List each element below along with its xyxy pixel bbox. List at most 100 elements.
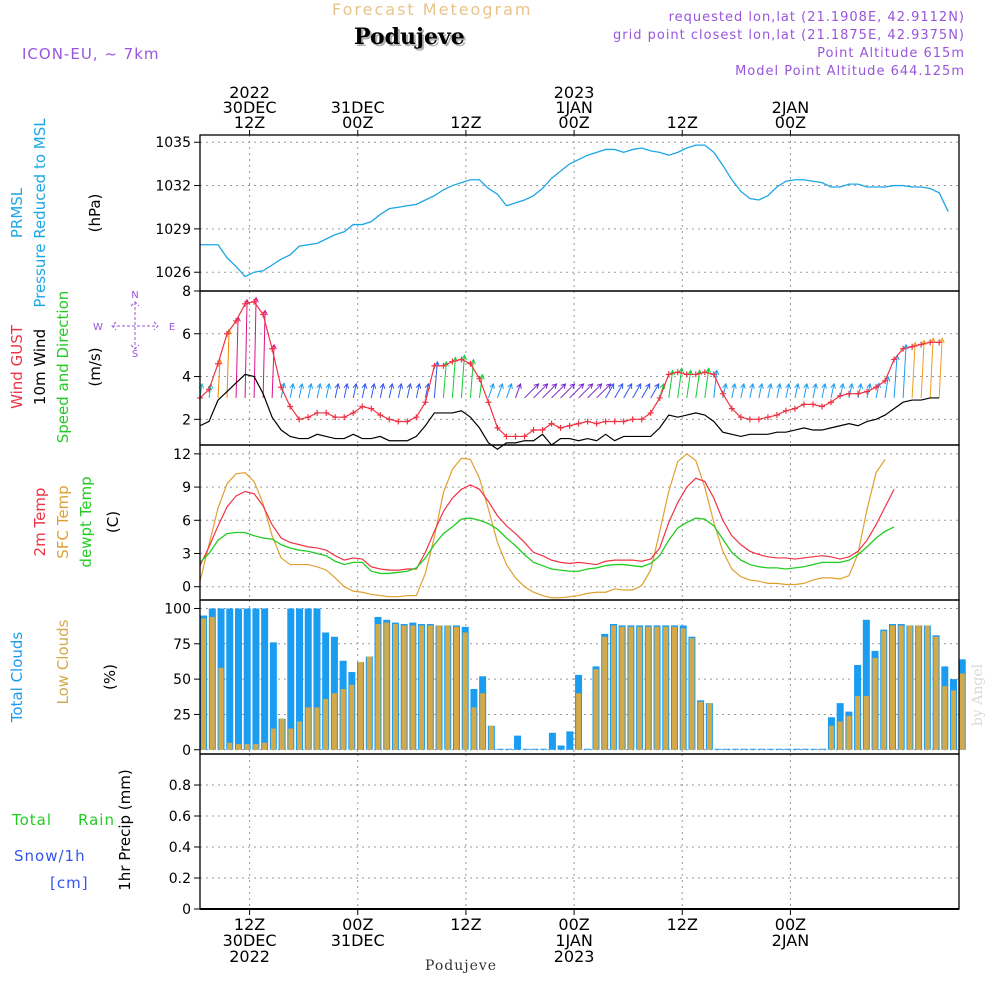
wind-arrow-head <box>280 382 287 389</box>
bottom-time-label: 31DEC <box>331 931 385 950</box>
wind-arrow-head <box>434 360 440 367</box>
wind-arrow-shaft <box>596 383 611 399</box>
pressure-label-msl: Pressure Reduced to MSL <box>31 118 49 308</box>
gust-point <box>782 407 789 414</box>
wind-arrow-shaft <box>569 383 584 399</box>
total-cloud-bar <box>819 748 827 750</box>
wind-arrow-head <box>821 382 827 389</box>
temp-sfc-label: SFC Temp <box>54 485 72 558</box>
wind-unit-label: (m/s) <box>86 347 104 386</box>
gust-point <box>296 416 303 423</box>
low-cloud-bar <box>855 696 861 750</box>
wind-arrow-shaft <box>424 383 429 399</box>
wind-arrow-head <box>479 373 485 380</box>
wind-arrow-head <box>461 354 467 361</box>
wind-arrow-head <box>875 382 882 389</box>
gust-point <box>377 412 384 419</box>
compass-s-label: S <box>132 349 138 360</box>
pressure-tick-label: 1032 <box>155 179 191 195</box>
low-cloud-bar <box>323 698 329 750</box>
bottom-time-label: 1JAN <box>555 931 593 950</box>
wind-arrow-head <box>470 358 476 365</box>
low-cloud-bar <box>314 707 320 750</box>
compass-e-label: E <box>169 322 175 333</box>
low-cloud-bar <box>331 693 337 750</box>
gust-point <box>891 356 898 363</box>
gust-point <box>710 371 717 378</box>
wind-arrow-head <box>776 382 782 389</box>
wind-arrow-head <box>325 382 332 389</box>
temp-tick-label: 9 <box>182 480 191 496</box>
wind-arrow-shaft <box>415 383 420 399</box>
gust-point <box>359 403 366 410</box>
wind-arrow-shaft <box>623 383 633 399</box>
gust-point <box>431 362 438 369</box>
wind-arrow-shaft <box>929 338 934 398</box>
wind-arrow-head <box>687 369 693 376</box>
low-cloud-bar <box>427 625 433 750</box>
gust-point <box>269 345 276 352</box>
wind-arrow-shaft <box>370 383 375 399</box>
total-cloud-bar <box>740 748 748 750</box>
wind-arrow-head <box>406 382 413 389</box>
gust-point <box>936 339 943 346</box>
low-cloud-bar <box>645 626 651 750</box>
gust-point <box>566 422 573 429</box>
total-cloud-bar <box>540 748 548 750</box>
wind-arrow-shaft <box>605 383 615 399</box>
low-cloud-bar <box>419 625 425 750</box>
low-cloud-bar <box>244 744 250 750</box>
wind-arrow-head <box>352 382 359 389</box>
low-cloud-bar <box>366 656 372 750</box>
wind-arrow-shaft <box>316 383 321 399</box>
gust-point <box>242 300 249 307</box>
wind-arrow-shaft <box>487 383 494 399</box>
total-cloud-bar <box>313 608 321 750</box>
total-cloud-bar <box>775 748 783 750</box>
gust-point <box>557 424 564 431</box>
wind-arrow-head <box>289 382 296 389</box>
gust-point <box>368 405 375 412</box>
wind-arrow-head <box>551 383 558 389</box>
gust-point <box>494 424 501 431</box>
wind-arrow-head <box>516 382 522 389</box>
snow-label: Snow/1h <box>14 847 86 865</box>
low-cloud-bar <box>410 625 416 750</box>
low-clouds-label: Low Clouds <box>54 619 72 704</box>
low-cloud-bar <box>663 626 669 750</box>
low-cloud-bar <box>471 707 477 750</box>
wind-arrow-head <box>713 369 720 376</box>
gust-point <box>440 362 447 369</box>
wind-arrow-shaft <box>776 383 781 399</box>
wind-arrow-head <box>596 383 603 389</box>
low-cloud-bar <box>637 626 643 750</box>
wind-direction-label: Speed and Direction <box>54 291 72 444</box>
wind-arrow-shaft <box>542 383 557 399</box>
total-cloud-bar <box>269 642 277 750</box>
low-cloud-bar <box>340 689 346 750</box>
gust-point <box>350 409 357 416</box>
temp-tick-label: 3 <box>182 547 191 563</box>
gust-point <box>260 311 267 318</box>
wind-arrow-shaft <box>749 383 754 399</box>
wind-arrow-shaft <box>361 383 366 399</box>
low-cloud-bar <box>593 669 599 750</box>
wind-arrow-head <box>654 383 660 389</box>
gust-point <box>656 394 663 401</box>
wind-arrow-shaft <box>307 383 312 399</box>
total-cloud-bar <box>766 748 774 750</box>
wind-arrow-head <box>705 367 712 374</box>
gust-point <box>395 418 402 425</box>
top-time-label: 31DEC <box>331 98 385 117</box>
gust-point <box>593 420 600 427</box>
low-cloud-bar <box>488 725 494 750</box>
low-cloud-bar <box>436 625 442 750</box>
wind-arrow-head <box>489 382 495 389</box>
wind-arrow-shaft <box>740 383 745 399</box>
low-cloud-bar <box>680 628 686 750</box>
gust-point <box>287 403 294 410</box>
wind-arrow-head <box>722 382 728 389</box>
watermark: by Angel <box>970 663 986 726</box>
wind-arrow-head <box>379 382 386 389</box>
gust-point <box>422 399 429 406</box>
